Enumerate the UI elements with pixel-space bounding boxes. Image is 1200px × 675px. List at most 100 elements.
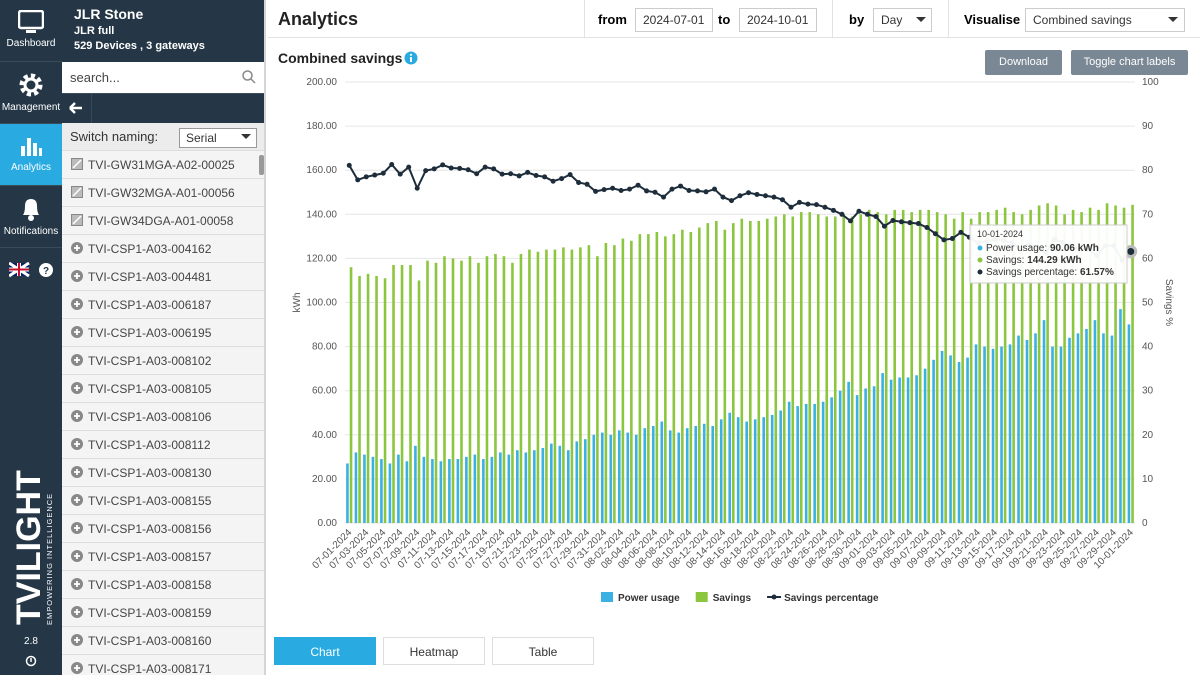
bar <box>969 218 973 523</box>
bar <box>383 278 387 523</box>
bar <box>906 377 910 523</box>
device-item[interactable]: TVI-CSP1-A03-008157 <box>62 543 264 571</box>
point <box>907 220 913 226</box>
tab-table[interactable]: Table <box>492 637 594 665</box>
visualise-value: Combined savings <box>1033 13 1132 27</box>
bar <box>1110 335 1114 523</box>
device-item[interactable]: TVI-CSP1-A03-008160 <box>62 627 264 655</box>
brand-logo: TVILIGHT EMPOWERING INTELLIGENCE <box>10 470 54 625</box>
nav-dashboard[interactable]: Dashboard <box>0 0 62 62</box>
bar <box>579 247 582 523</box>
search-placeholder: search... <box>70 70 120 85</box>
device-icon <box>71 550 83 562</box>
device-item[interactable]: TVI-CSP1-A03-004162 <box>62 235 264 263</box>
bar <box>460 260 463 523</box>
device-icon <box>71 242 83 254</box>
to-input[interactable]: 2024-10-01 <box>739 8 817 32</box>
device-item[interactable]: TVI-GW31MGA-A02-00025 <box>62 151 264 179</box>
bar <box>847 381 850 523</box>
bar <box>533 450 536 523</box>
device-item[interactable]: TVI-CSP1-A03-008158 <box>62 571 264 599</box>
device-item[interactable]: TVI-CSP1-A03-008159 <box>62 599 264 627</box>
bar <box>765 218 769 523</box>
device-name: TVI-CSP1-A03-004162 <box>88 242 212 256</box>
device-item[interactable]: TVI-CSP1-A03-008171 <box>62 655 264 675</box>
bar <box>715 220 718 524</box>
tab-chart[interactable]: Chart <box>274 637 376 665</box>
by-select[interactable]: Day <box>873 8 932 32</box>
device-item[interactable]: TVI-CSP1-A03-006195 <box>62 319 264 347</box>
point <box>652 189 658 195</box>
nav-analytics[interactable]: Analytics <box>0 124 62 186</box>
bar <box>477 262 480 523</box>
device-icon <box>71 662 83 674</box>
device-item[interactable]: TVI-CSP1-A03-008105 <box>62 375 264 403</box>
device-item[interactable]: TVI-GW32MGA-A01-00056 <box>62 179 264 207</box>
y2-tick-label: 50 <box>1142 298 1154 309</box>
point <box>924 225 930 231</box>
bar <box>745 421 748 523</box>
caret <box>1168 17 1178 27</box>
bar <box>524 452 528 523</box>
bar <box>354 452 358 523</box>
bar <box>859 214 863 524</box>
device-item[interactable]: TVI-CSP1-A03-008106 <box>62 403 264 431</box>
toggle-labels-button[interactable]: Toggle chart labels <box>1071 50 1188 75</box>
point <box>389 161 395 167</box>
download-button[interactable]: Download <box>985 50 1062 75</box>
device-item[interactable]: TVI-CSP1-A03-008112 <box>62 431 264 459</box>
device-icon <box>71 382 83 394</box>
point <box>796 199 802 205</box>
divider <box>832 0 833 38</box>
bar <box>1000 346 1003 523</box>
bar <box>541 448 545 523</box>
device-item[interactable]: TVI-CSP1-A03-008156 <box>62 515 264 543</box>
bar <box>621 238 625 523</box>
nav-notifications[interactable]: Notifications <box>0 186 62 248</box>
device-item[interactable]: TVI-CSP1-A03-006187 <box>62 291 264 319</box>
bar <box>1119 309 1122 523</box>
point <box>576 180 582 186</box>
bar <box>740 218 744 523</box>
device-name: TVI-CSP1-A03-008157 <box>88 550 212 564</box>
nav-management[interactable]: Management <box>0 62 62 124</box>
tab-heatmap[interactable]: Heatmap <box>383 637 485 665</box>
info-icon[interactable] <box>404 51 418 65</box>
y2-tick-label: 30 <box>1142 386 1154 397</box>
naming-select[interactable]: Serial <box>179 128 257 148</box>
bar <box>562 247 565 523</box>
device-item[interactable]: TVI-CSP1-A03-008102 <box>62 347 264 375</box>
bar <box>698 227 701 523</box>
point <box>508 171 514 177</box>
point <box>525 169 531 175</box>
legend-swatch <box>601 592 613 602</box>
bar <box>872 386 876 523</box>
device-item[interactable]: TVI-CSP1-A03-004481 <box>62 263 264 291</box>
bar <box>468 256 472 523</box>
bar <box>1037 205 1041 524</box>
bar <box>617 430 621 523</box>
device-item[interactable]: TVI-CSP1-A03-008130 <box>62 459 264 487</box>
point <box>779 197 785 203</box>
device-name: TVI-CSP1-A03-008158 <box>88 578 212 592</box>
bar <box>1088 207 1092 523</box>
bar <box>796 406 799 523</box>
bar <box>499 452 502 523</box>
point <box>754 191 760 197</box>
bar <box>371 456 375 523</box>
visualise-select[interactable]: Combined savings <box>1025 8 1185 32</box>
back-button[interactable] <box>62 94 93 124</box>
bar <box>1080 212 1083 523</box>
search-box[interactable]: search... <box>62 62 264 93</box>
y-tick-label: 100.00 <box>306 298 337 309</box>
bar <box>978 212 981 523</box>
language-and-help[interactable]: ? <box>9 262 53 278</box>
device-item[interactable]: TVI-CSP1-A03-008155 <box>62 487 264 515</box>
bar <box>966 357 969 523</box>
device-item[interactable]: TVI-GW34DGA-A01-00058 <box>62 207 264 235</box>
point <box>363 174 369 180</box>
logout-icon[interactable] <box>25 655 37 667</box>
from-input[interactable]: 2024-07-01 <box>635 8 713 32</box>
point <box>635 182 641 188</box>
